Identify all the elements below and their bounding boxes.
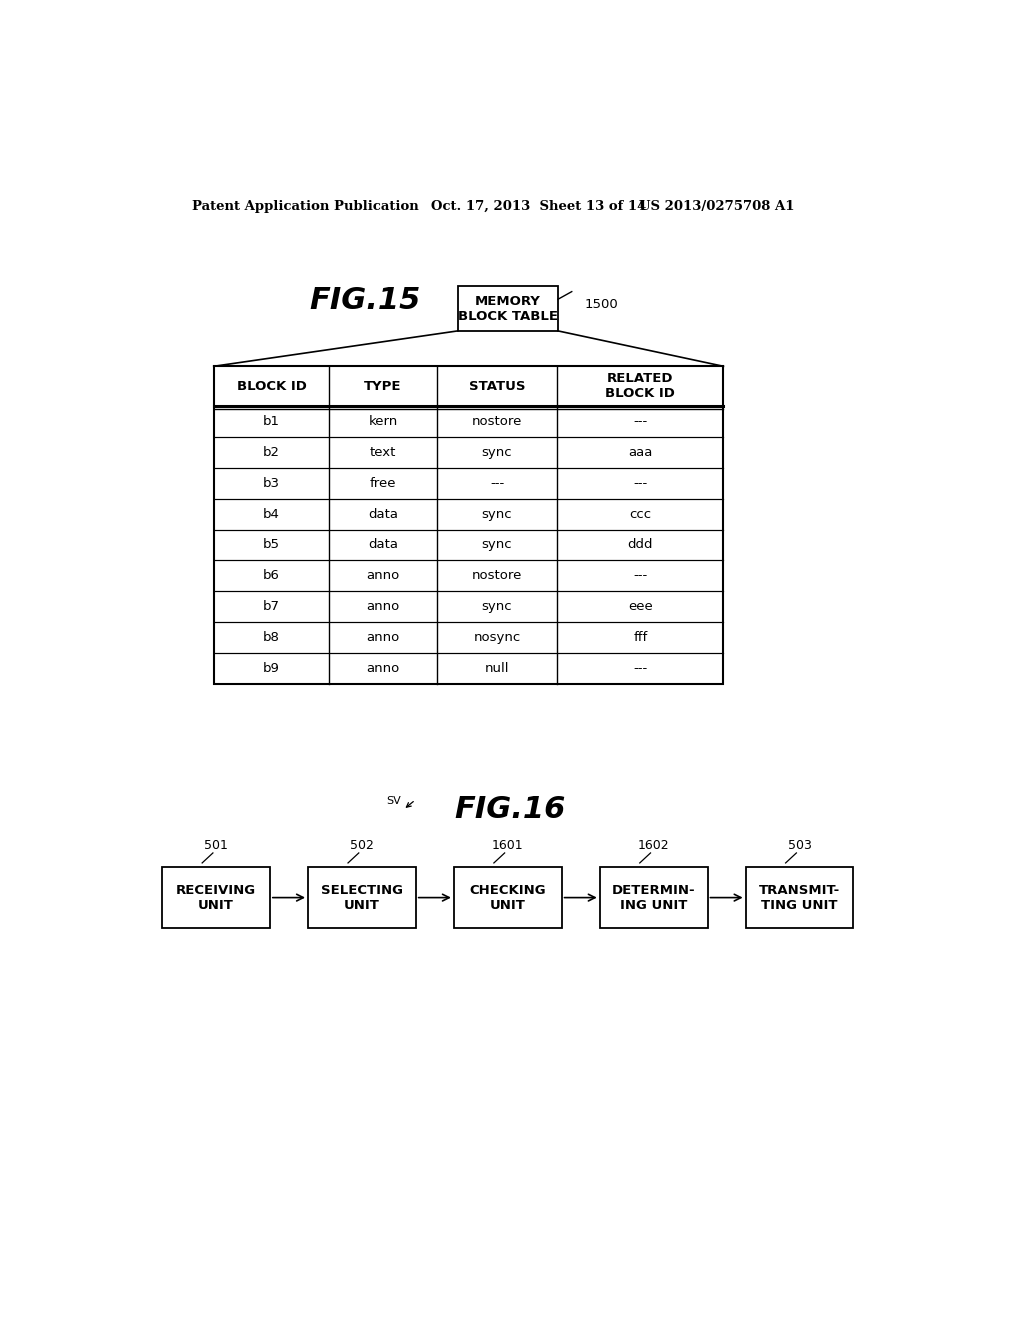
Text: anno: anno: [367, 601, 399, 612]
Text: b5: b5: [263, 539, 280, 552]
Bar: [454, 867, 561, 928]
Text: b3: b3: [263, 477, 280, 490]
Text: ---: ---: [633, 416, 647, 428]
Text: CHECKING
UNIT: CHECKING UNIT: [469, 883, 546, 912]
Bar: [745, 867, 853, 928]
Text: text: text: [370, 446, 396, 459]
Text: FIG.15: FIG.15: [309, 286, 421, 315]
Bar: [162, 867, 270, 928]
Text: anno: anno: [367, 631, 399, 644]
Text: DETERMIN-
ING UNIT: DETERMIN- ING UNIT: [611, 883, 695, 912]
Bar: [214, 367, 724, 684]
Text: sync: sync: [481, 446, 512, 459]
Text: data: data: [368, 508, 398, 520]
Text: 502: 502: [350, 838, 374, 851]
Text: sync: sync: [481, 601, 512, 612]
Text: ---: ---: [633, 661, 647, 675]
Text: free: free: [370, 477, 396, 490]
Text: nosync: nosync: [473, 631, 521, 644]
Text: 501: 501: [204, 838, 228, 851]
Text: MEMORY
BLOCK TABLE: MEMORY BLOCK TABLE: [458, 294, 558, 322]
Text: ddd: ddd: [628, 539, 653, 552]
Text: b2: b2: [263, 446, 280, 459]
Text: nostore: nostore: [472, 416, 522, 428]
Text: anno: anno: [367, 661, 399, 675]
Text: Oct. 17, 2013  Sheet 13 of 14: Oct. 17, 2013 Sheet 13 of 14: [431, 199, 646, 213]
Text: FIG.16: FIG.16: [454, 795, 565, 824]
Text: b6: b6: [263, 569, 280, 582]
Text: eee: eee: [628, 601, 652, 612]
Bar: [458, 286, 558, 331]
Text: b8: b8: [263, 631, 280, 644]
Text: b9: b9: [263, 661, 280, 675]
Text: 503: 503: [787, 838, 811, 851]
Text: 1500: 1500: [585, 298, 618, 312]
Text: ccc: ccc: [629, 508, 651, 520]
Text: RECEIVING
UNIT: RECEIVING UNIT: [176, 883, 256, 912]
Text: anno: anno: [367, 569, 399, 582]
Bar: [600, 867, 708, 928]
Text: nostore: nostore: [472, 569, 522, 582]
Text: SELECTING
UNIT: SELECTING UNIT: [321, 883, 402, 912]
Text: US 2013/0275708 A1: US 2013/0275708 A1: [639, 199, 795, 213]
Text: BLOCK ID: BLOCK ID: [237, 380, 306, 393]
Text: TYPE: TYPE: [365, 380, 401, 393]
Text: b1: b1: [263, 416, 280, 428]
Text: ---: ---: [633, 569, 647, 582]
Text: 1602: 1602: [638, 838, 670, 851]
Text: null: null: [484, 661, 509, 675]
Text: 1601: 1601: [492, 838, 523, 851]
Text: aaa: aaa: [628, 446, 652, 459]
Text: ---: ---: [633, 477, 647, 490]
Text: b4: b4: [263, 508, 280, 520]
Text: sync: sync: [481, 539, 512, 552]
Text: b7: b7: [263, 601, 280, 612]
Text: sync: sync: [481, 508, 512, 520]
Text: STATUS: STATUS: [469, 380, 525, 393]
Text: TRANSMIT-
TING UNIT: TRANSMIT- TING UNIT: [759, 883, 840, 912]
Text: Patent Application Publication: Patent Application Publication: [193, 199, 419, 213]
Text: RELATED
BLOCK ID: RELATED BLOCK ID: [605, 372, 675, 400]
Text: SV: SV: [386, 796, 401, 807]
Text: ---: ---: [489, 477, 504, 490]
Text: fff: fff: [633, 631, 647, 644]
Bar: [308, 867, 416, 928]
Text: data: data: [368, 539, 398, 552]
Text: kern: kern: [369, 416, 397, 428]
